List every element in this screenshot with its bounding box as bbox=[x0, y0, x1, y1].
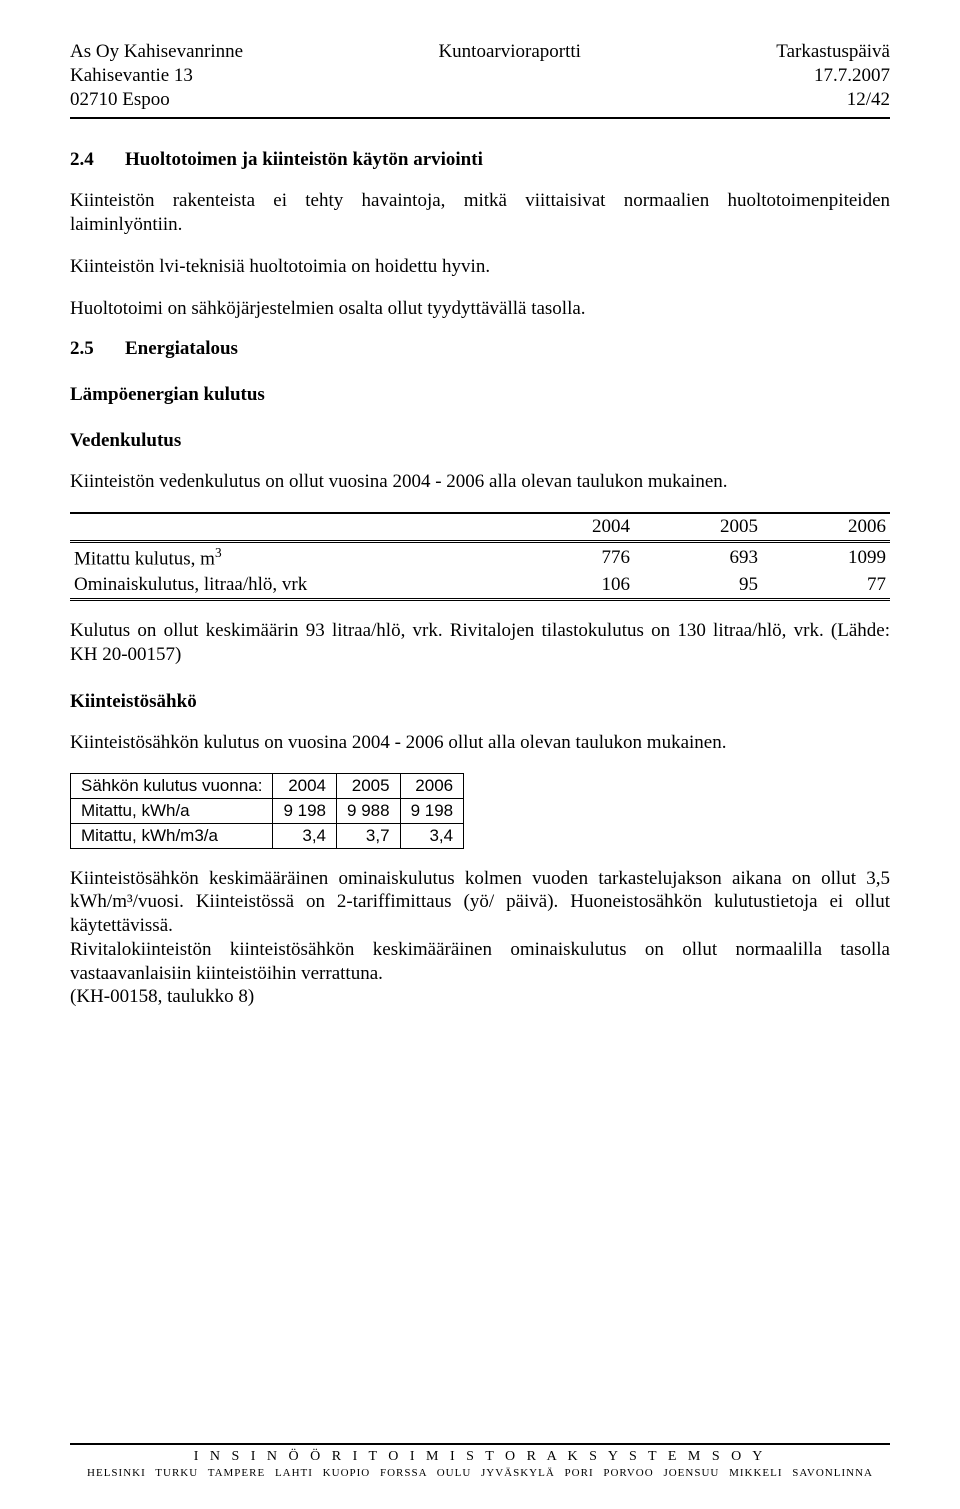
year-header: 2006 bbox=[762, 513, 890, 542]
row-label: Mitattu kulutus, m3 bbox=[70, 542, 506, 573]
header-cell: 2005 bbox=[337, 773, 401, 798]
section-2-4-heading: 2.4 Huoltotoimen ja kiinteistön käytön a… bbox=[70, 149, 890, 171]
section-title: Energiatalous bbox=[125, 338, 238, 360]
table-row: Mitattu kulutus, m3 776 693 1099 bbox=[70, 542, 890, 573]
table-row: 2004 2005 2006 bbox=[70, 513, 890, 542]
page-number: 12/42 bbox=[776, 88, 890, 112]
paragraph: Kiinteistösähkön kulutus on vuosina 2004… bbox=[70, 731, 890, 755]
paragraph: Kiinteistösähkön keskimääräinen ominaisk… bbox=[70, 867, 890, 938]
company-name: As Oy Kahisevanrinne bbox=[70, 40, 243, 64]
cell: 3,4 bbox=[273, 823, 337, 848]
cell: 9 988 bbox=[337, 798, 401, 823]
inspection-date: 17.7.2007 bbox=[776, 64, 890, 88]
cell: 77 bbox=[762, 572, 890, 600]
footer-cities: HELSINKI TURKU TAMPERE LAHTI KUOPIO FORS… bbox=[70, 1467, 890, 1479]
cell: 3,4 bbox=[400, 823, 464, 848]
header-cell: 2006 bbox=[400, 773, 464, 798]
paragraph: Kiinteistön rakenteista ei tehty havaint… bbox=[70, 189, 890, 237]
address-line: Kahisevantie 13 bbox=[70, 64, 243, 88]
cell: 106 bbox=[506, 572, 634, 600]
document-page: As Oy Kahisevanrinne Kahisevantie 13 027… bbox=[0, 0, 960, 1509]
cell: Mitattu, kWh/a bbox=[71, 798, 273, 823]
section-2-5-heading: 2.5 Energiatalous bbox=[70, 338, 890, 360]
cell: 1099 bbox=[762, 542, 890, 573]
header-cell: Sähkön kulutus vuonna: bbox=[71, 773, 273, 798]
table-row: Mitattu, kWh/m3/a 3,4 3,7 3,4 bbox=[71, 823, 464, 848]
year-header: 2004 bbox=[506, 513, 634, 542]
table-row: Mitattu, kWh/a 9 198 9 988 9 198 bbox=[71, 798, 464, 823]
cell: 9 198 bbox=[400, 798, 464, 823]
section-number: 2.5 bbox=[70, 338, 125, 360]
cell: 3,7 bbox=[337, 823, 401, 848]
paragraph: Rivitalokiinteistön kiinteistösähkön kes… bbox=[70, 938, 890, 986]
page-footer: I N S I N Ö Ö R I T O I M I S T O R A K … bbox=[70, 1403, 890, 1479]
paragraph: Kulutus on ollut keskimäärin 93 litraa/h… bbox=[70, 619, 890, 667]
paragraph: Kiinteistön vedenkulutus on ollut vuosin… bbox=[70, 470, 890, 494]
cell: 693 bbox=[634, 542, 762, 573]
label-text: Mitattu kulutus, m bbox=[74, 548, 215, 569]
empty-cell bbox=[70, 513, 506, 542]
section-number: 2.4 bbox=[70, 149, 125, 171]
inspection-date-label: Tarkastuspäivä bbox=[776, 40, 890, 64]
subheading-lampo: Lämpöenergian kulutus bbox=[70, 384, 890, 406]
header-center: Kuntoarvioraportti bbox=[438, 40, 580, 111]
electricity-table: Sähkön kulutus vuonna: 2004 2005 2006 Mi… bbox=[70, 773, 464, 849]
row-label: Ominaiskulutus, litraa/hlö, vrk bbox=[70, 572, 506, 600]
cell: 9 198 bbox=[273, 798, 337, 823]
report-title: Kuntoarvioraportti bbox=[438, 40, 580, 64]
subheading-sahko: Kiinteistösähkö bbox=[70, 691, 890, 713]
page-header: As Oy Kahisevanrinne Kahisevantie 13 027… bbox=[70, 40, 890, 111]
cell: Mitattu, kWh/m3/a bbox=[71, 823, 273, 848]
header-right: Tarkastuspäivä 17.7.2007 12/42 bbox=[776, 40, 890, 111]
paragraph: (KH-00158, taulukko 8) bbox=[70, 985, 890, 1009]
postal-line: 02710 Espoo bbox=[70, 88, 243, 112]
cell: 776 bbox=[506, 542, 634, 573]
year-header: 2005 bbox=[634, 513, 762, 542]
superscript: 3 bbox=[215, 545, 222, 560]
paragraph: Huoltotoimi on sähköjärjestelmien osalta… bbox=[70, 297, 890, 321]
table-row: Ominaiskulutus, litraa/hlö, vrk 106 95 7… bbox=[70, 572, 890, 600]
header-rule bbox=[70, 117, 890, 119]
header-left: As Oy Kahisevanrinne Kahisevantie 13 027… bbox=[70, 40, 243, 111]
header-cell: 2004 bbox=[273, 773, 337, 798]
paragraph: Kiinteistön lvi-teknisiä huoltotoimia on… bbox=[70, 255, 890, 279]
table-row: Sähkön kulutus vuonna: 2004 2005 2006 bbox=[71, 773, 464, 798]
cell: 95 bbox=[634, 572, 762, 600]
section-title: Huoltotoimen ja kiinteistön käytön arvio… bbox=[125, 149, 483, 171]
subheading-vesi: Vedenkulutus bbox=[70, 430, 890, 452]
water-consumption-table: 2004 2005 2006 Mitattu kulutus, m3 776 6… bbox=[70, 512, 890, 601]
footer-company: I N S I N Ö Ö R I T O I M I S T O R A K … bbox=[70, 1449, 890, 1465]
footer-rule bbox=[70, 1443, 890, 1445]
